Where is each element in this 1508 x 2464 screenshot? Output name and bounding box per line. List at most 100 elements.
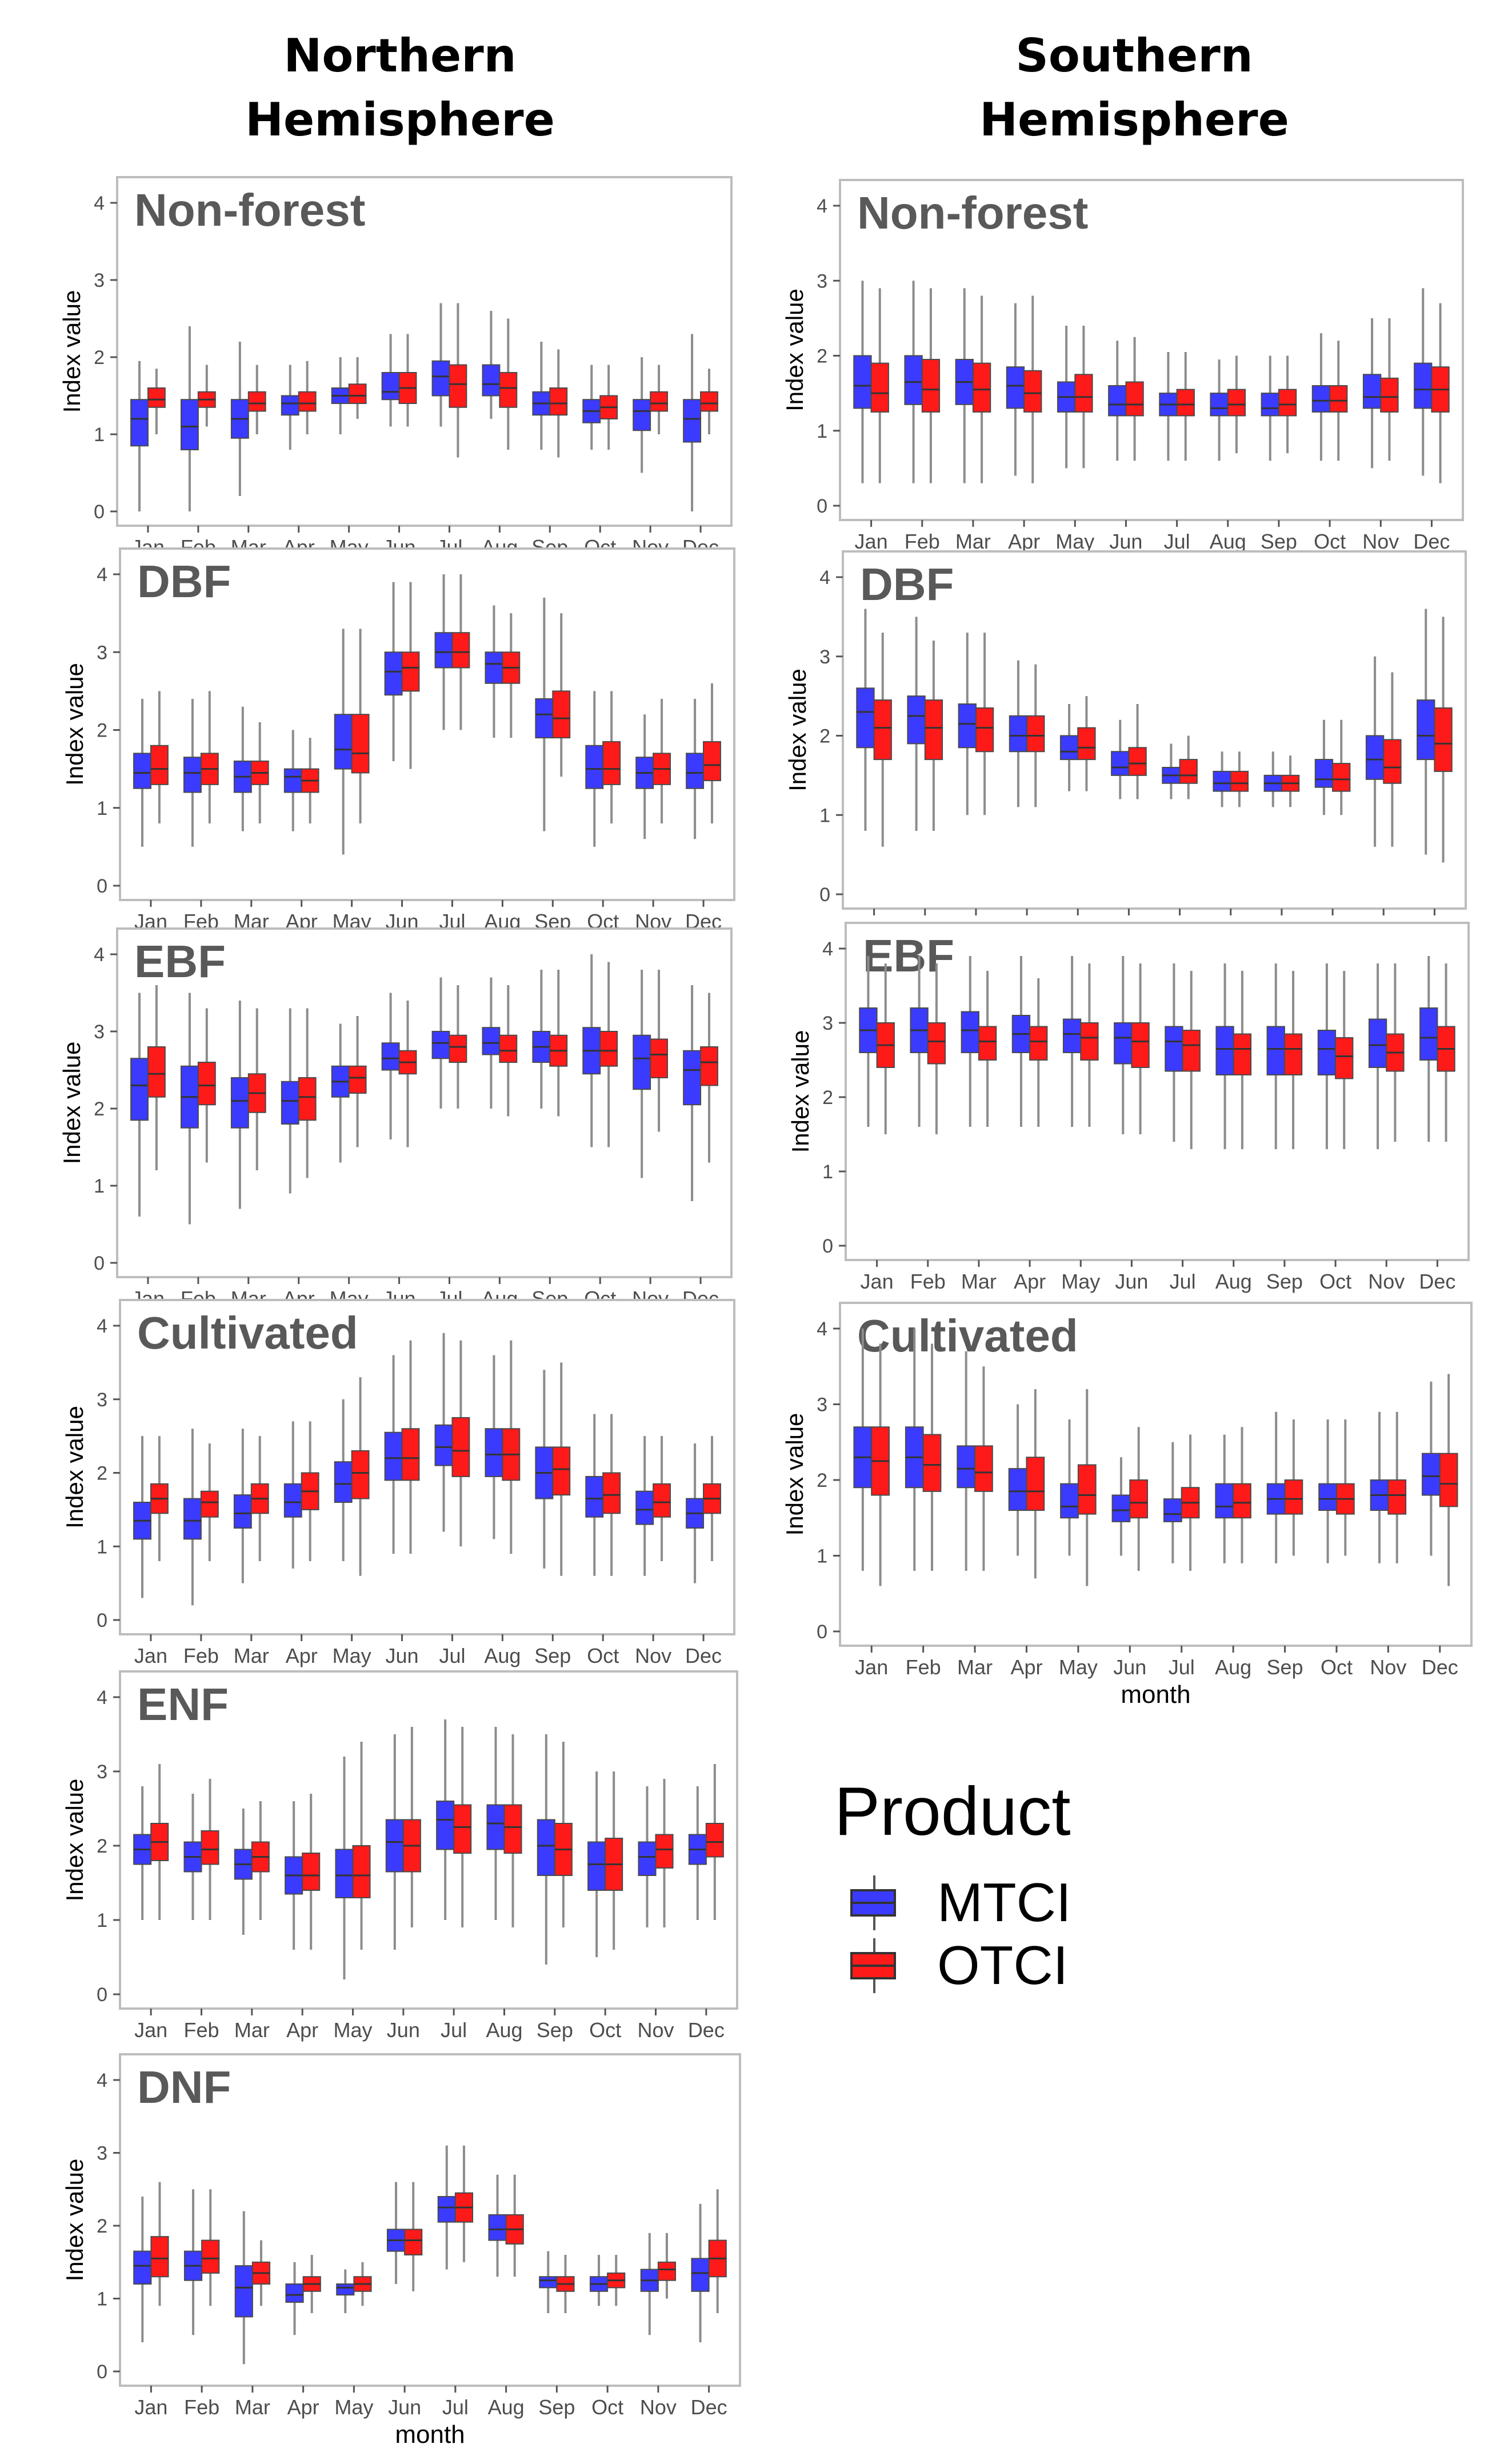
y-tick-label: 1 xyxy=(817,421,827,442)
mtci-box xyxy=(683,1050,702,1106)
x-tick-label: Dec xyxy=(688,2018,725,2042)
y-tick-label: 0 xyxy=(94,1253,105,1274)
otci-box xyxy=(1284,1479,1303,1515)
mtci-box xyxy=(904,355,923,405)
panel-frame xyxy=(839,179,1464,521)
otci-box xyxy=(924,699,943,761)
x-tick-label: Feb xyxy=(183,2018,219,2042)
otci-box xyxy=(873,699,892,761)
mtci-box xyxy=(1417,699,1435,761)
y-tick-label: 3 xyxy=(94,270,105,291)
mtci-box xyxy=(1108,385,1127,417)
otci-box xyxy=(1439,1453,1458,1507)
x-tick-label: Aug xyxy=(484,1644,521,1667)
y-tick-label: 2 xyxy=(822,1087,833,1109)
y-tick-label: 4 xyxy=(97,564,107,586)
otci-box xyxy=(650,1038,669,1078)
x-tick-label: Feb xyxy=(184,2395,219,2419)
x-tick-label: Jul xyxy=(441,2018,467,2042)
x-tick-label: Nov xyxy=(637,2018,674,2042)
panel-frame xyxy=(116,176,733,527)
mtci-box xyxy=(1114,1022,1133,1065)
y-axis-label: Index value xyxy=(61,1406,88,1529)
x-tick-label: Dec xyxy=(1413,530,1450,553)
y-axis-label: Index value xyxy=(61,2159,88,2282)
otci-box xyxy=(197,1062,216,1106)
x-tick-label: Oct xyxy=(1314,530,1346,553)
mtci-box xyxy=(482,1027,501,1055)
x-tick-label: Aug xyxy=(1215,1270,1252,1293)
mtci-box xyxy=(1060,1483,1079,1519)
mtci-box xyxy=(486,1804,505,1850)
y-tick-label: 2 xyxy=(94,1098,105,1120)
mtci-box xyxy=(1314,759,1334,788)
otci-box xyxy=(147,1046,166,1098)
mtci-box xyxy=(1215,1026,1234,1075)
otci-box xyxy=(1125,381,1144,417)
otci-box xyxy=(351,714,370,774)
x-tick-label: May xyxy=(334,2395,373,2419)
mtci-box xyxy=(585,1475,604,1518)
panel-frame xyxy=(839,1302,1473,1647)
x-tick-label: Jul xyxy=(439,1644,465,1667)
x-tick-label: Mar xyxy=(961,1270,997,1293)
legend-item-otci: OTCI xyxy=(846,1937,1189,1994)
y-tick-label: 0 xyxy=(822,1235,833,1257)
y-tick-label: 1 xyxy=(97,1536,107,1558)
otci-box xyxy=(650,391,669,412)
mtci-box xyxy=(961,1011,979,1053)
otci-box xyxy=(401,1428,420,1481)
y-tick-label: 3 xyxy=(822,1013,833,1034)
y-tick-label: 3 xyxy=(97,642,107,663)
mtci-box xyxy=(957,1445,976,1489)
otci-box xyxy=(150,745,169,785)
y-tick-label: 4 xyxy=(817,1318,827,1340)
y-tick-label: 3 xyxy=(97,2143,107,2165)
x-tick-label: Sep xyxy=(537,2018,573,2042)
mtci-box xyxy=(482,364,501,397)
otci-box xyxy=(201,1830,219,1865)
y-tick-label: 3 xyxy=(97,1761,107,1783)
y-axis-label: Index value xyxy=(58,1042,85,1165)
otci-box xyxy=(657,2261,677,2281)
y-axis-label: Index value xyxy=(781,289,808,411)
x-tick-label: Oct xyxy=(589,2018,621,2042)
y-tick-label: 2 xyxy=(97,720,107,742)
otci-box xyxy=(449,1034,467,1063)
mtci-box xyxy=(434,1424,453,1466)
mtci-box xyxy=(133,753,151,789)
mtci-box xyxy=(384,1431,403,1481)
mtci-box xyxy=(1318,1483,1337,1511)
legend-label-otci: OTCI xyxy=(937,1935,1069,1996)
otci-box xyxy=(1233,1033,1252,1075)
x-tick-label: Jan xyxy=(861,1270,894,1293)
x-tick-label: Aug xyxy=(1215,1655,1251,1679)
x-tick-label: Jan xyxy=(855,1655,888,1679)
mtci-box xyxy=(683,399,702,443)
otci-box xyxy=(549,387,568,416)
otci-box xyxy=(927,1022,946,1065)
otci-box xyxy=(1077,1464,1097,1515)
y-axis-label: Index value xyxy=(784,669,811,791)
x-tick-label: Nov xyxy=(1362,530,1399,553)
otci-box xyxy=(1380,377,1399,413)
x-axis-label: month xyxy=(395,2421,465,2449)
mtci-box xyxy=(336,2283,355,2296)
mtci-box xyxy=(1213,770,1231,792)
otci-box xyxy=(1227,389,1246,417)
panel-title: Non-forest xyxy=(857,187,1088,238)
mtci-box xyxy=(283,768,302,793)
mtci-box xyxy=(180,399,199,450)
y-axis-label: Index value xyxy=(61,1779,88,1902)
x-tick-label: Sep xyxy=(1267,1655,1303,1679)
otci-box xyxy=(870,362,889,413)
otci-box xyxy=(602,741,621,785)
x-tick-label: Jun xyxy=(1113,1655,1146,1679)
x-tick-label: May xyxy=(333,1644,371,1667)
otci-box xyxy=(348,1065,367,1094)
mtci-box xyxy=(485,1428,503,1477)
mtci-box xyxy=(130,399,149,447)
panel-frame xyxy=(119,1299,735,1635)
y-tick-label: 2 xyxy=(97,2215,107,2237)
mtci-box xyxy=(183,757,202,793)
